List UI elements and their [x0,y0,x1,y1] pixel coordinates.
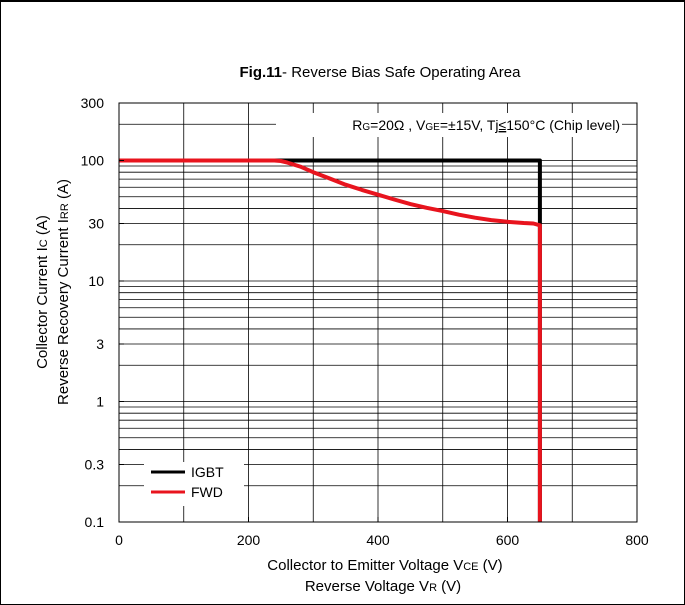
legend-label-fwd: FWD [191,484,223,500]
y-tick-label: 0.1 [85,514,105,530]
y-tick-label: 100 [81,152,105,168]
y-tick-label: 30 [88,216,104,232]
x-tick-label: 600 [496,532,520,548]
x-tick-label: 400 [366,532,390,548]
y-axis-label-line1: Collector Current IC (A) [34,215,51,369]
y-tick-label: 3 [96,336,104,352]
x-tick-label: 800 [625,532,649,548]
x-axis-label-line2: Reverse Voltage VR (V) [305,578,461,595]
chart-title-rest: - Reverse Bias Safe Operating Area [282,64,521,81]
ticks: 0 200 400 600 800 0.1 0.3 1 3 10 30 100 300 [81,95,649,548]
series-line-fwd [119,158,542,522]
y-tick-label: 0.3 [85,457,105,473]
chart-title-bold: Fig.11 [240,64,283,81]
y-tick-label: 1 [96,393,104,409]
legend: IGBT FWD [144,462,244,506]
x-axis-label-line1: Collector to Emitter Voltage VCE (V) [267,557,502,574]
grid [119,103,637,522]
legend-label-igbt: IGBT [191,464,224,480]
x-tick-label: 0 [115,532,123,548]
y-tick-label: 300 [81,95,105,111]
y-axis-label-line2: Reverse Recovery Current IRR (A) [55,179,72,405]
annotation-text: RG=20Ω , VGE=±15V, Tj≤150°C (Chip level) [352,117,620,133]
y-tick-label: 10 [88,273,104,289]
series-layer [119,158,542,522]
chart-title: Fig.11- Reverse Bias Safe Operating Area [240,64,522,81]
annotation-box: RG=20Ω , VGE=±15V, Tj≤150°C (Chip level) [276,113,622,137]
y-axis-label-line1-group: Collector Current IC (A) [34,215,51,369]
y-axis-label-line2-group: Reverse Recovery Current IRR (A) [55,179,72,405]
x-tick-label: 200 [237,532,261,548]
